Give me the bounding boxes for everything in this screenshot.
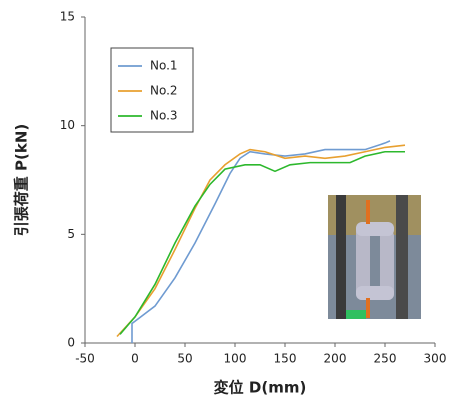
y-tick-label: 5 bbox=[67, 227, 75, 241]
x-tick-label: 200 bbox=[324, 352, 347, 366]
x-tick-label: 100 bbox=[224, 352, 247, 366]
y-axis-label: 引張荷重 P(kN) bbox=[13, 124, 31, 236]
y-tick-label: 10 bbox=[60, 118, 75, 132]
legend-label: No.2 bbox=[150, 84, 178, 98]
x-axis-label: 変位 D(mm) bbox=[214, 379, 307, 397]
legend-label: No.1 bbox=[150, 59, 178, 73]
legend-box bbox=[110, 47, 194, 133]
y-tick-label: 0 bbox=[67, 336, 75, 350]
x-tick-label: -50 bbox=[75, 352, 95, 366]
series-line bbox=[131, 140, 391, 343]
x-tick-label: 0 bbox=[131, 352, 139, 366]
legend-label: No.3 bbox=[150, 109, 178, 123]
x-tick-label: 150 bbox=[274, 352, 297, 366]
series-line bbox=[116, 144, 406, 338]
x-tick-label: 300 bbox=[424, 352, 447, 366]
inset-photo bbox=[328, 195, 421, 319]
x-tick-label: 250 bbox=[374, 352, 397, 366]
x-tick-label: 50 bbox=[177, 352, 192, 366]
series-line bbox=[119, 150, 405, 335]
y-tick-label: 15 bbox=[60, 10, 75, 24]
